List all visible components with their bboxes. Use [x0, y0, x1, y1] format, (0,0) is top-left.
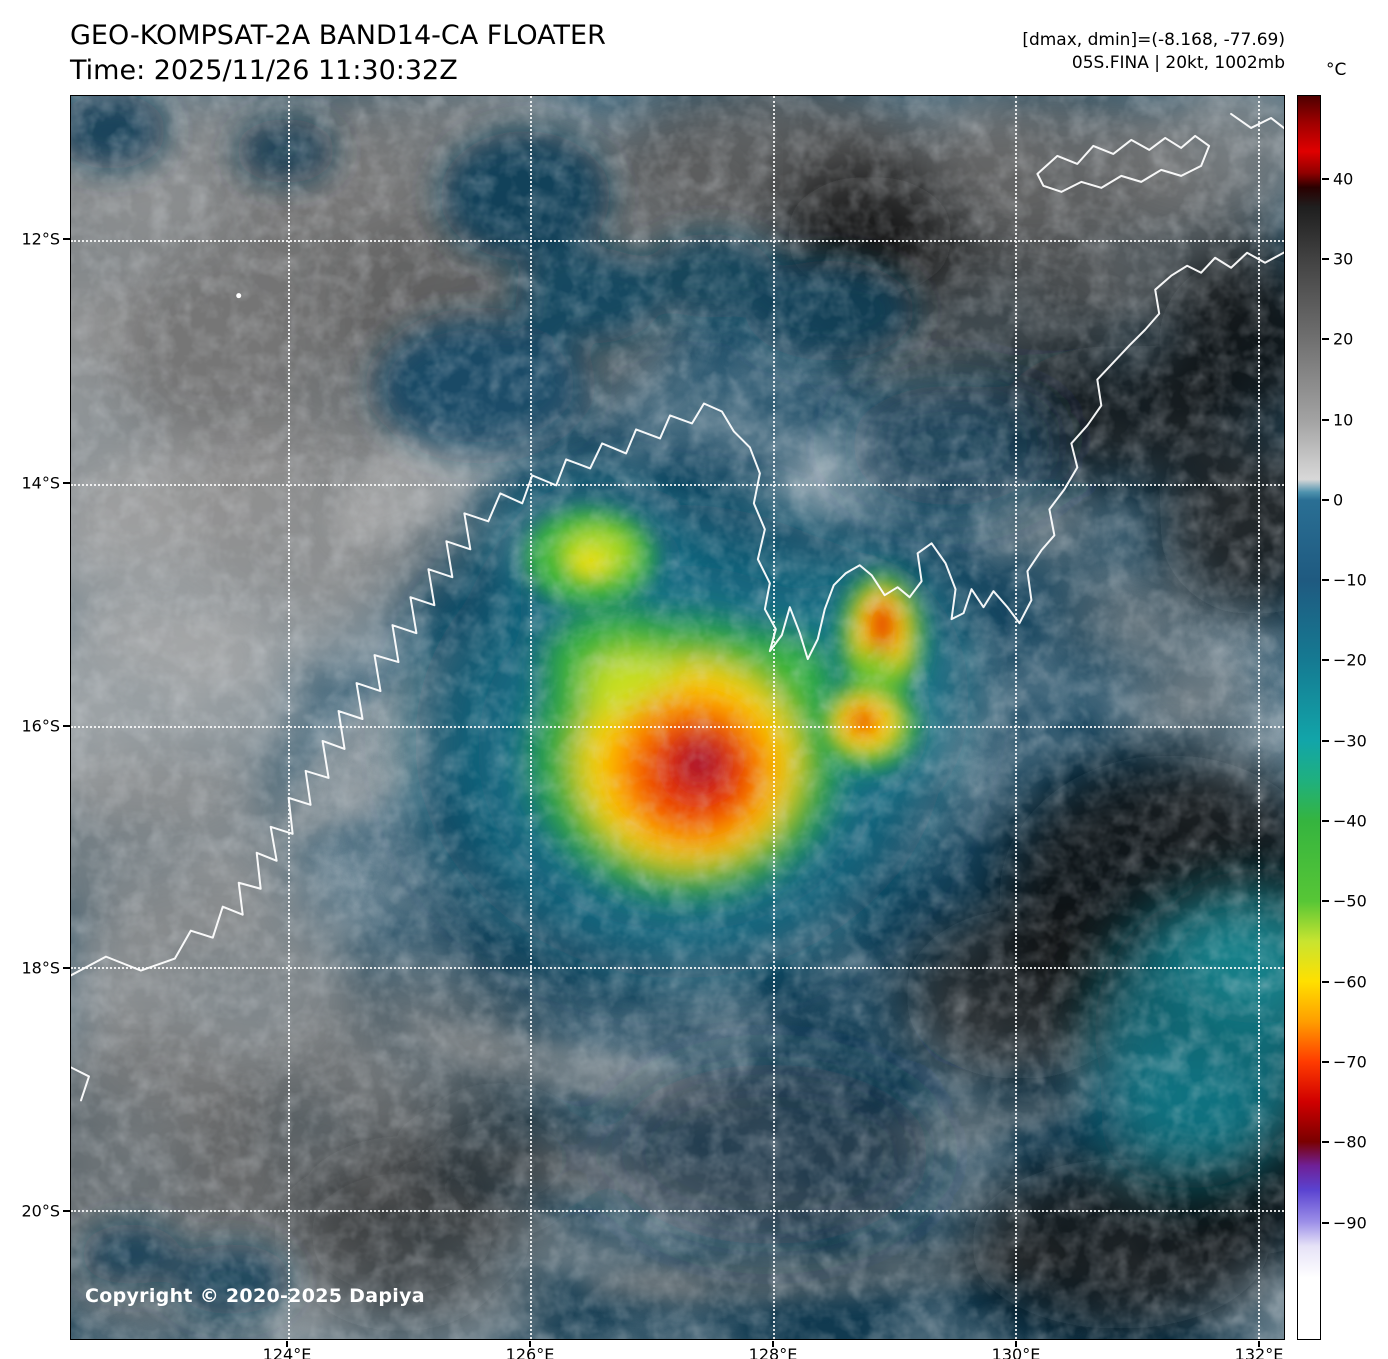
lon-tick-label: 130°E	[991, 1345, 1041, 1359]
lat-tick-label: 20°S	[21, 1201, 60, 1221]
dmax-dmin-annotation: [dmax, dmin]=(-8.168, -77.69)	[1022, 30, 1285, 50]
colorbar-tick-mark	[1322, 498, 1329, 501]
lat-tick-label: 18°S	[21, 958, 60, 978]
lon-tick-mark	[1014, 1341, 1017, 1347]
colorbar-tick-label: −60	[1333, 972, 1367, 992]
colorbar-tick-label: −70	[1333, 1052, 1367, 1072]
colorbar-tick-label: 40	[1333, 169, 1354, 189]
coastline-islands	[1036, 134, 1211, 193]
lon-gridline	[772, 96, 775, 1339]
colorbar-tick-label: 20	[1333, 329, 1354, 349]
lat-gridline	[71, 967, 1284, 970]
colorbar-tick-mark	[1322, 659, 1329, 662]
colorbar-tick-label: 0	[1333, 490, 1344, 510]
timestamp-line: Time: 2025/11/26 11:30:32Z	[70, 55, 458, 86]
colorbar-tick-mark	[1322, 338, 1329, 341]
lat-tick-label: 12°S	[21, 229, 60, 249]
lon-tick-mark	[1257, 1341, 1260, 1347]
colorbar-tick-mark	[1322, 1141, 1329, 1144]
colorbar-tick-label: −90	[1333, 1213, 1367, 1233]
coastline-leftedge	[71, 1066, 90, 1102]
colorbar-tick-label: 30	[1333, 249, 1354, 269]
colorbar-tick-mark	[1322, 177, 1329, 180]
colorbar-tick-label: −50	[1333, 891, 1367, 911]
lon-gridline	[1015, 96, 1018, 1339]
lon-tick-mark	[528, 1341, 531, 1347]
colorbar-tick-mark	[1322, 1221, 1329, 1224]
lat-tick-mark	[63, 482, 70, 485]
lat-tick-label: 16°S	[21, 716, 60, 736]
small-marker-dot	[236, 293, 242, 299]
lat-tick-mark	[63, 966, 70, 969]
colorbar-tick-mark	[1322, 900, 1329, 903]
lon-gridline	[287, 96, 290, 1339]
lon-tick-mark	[771, 1341, 774, 1347]
lat-tick-label: 14°S	[21, 473, 60, 493]
lon-gridline	[530, 96, 533, 1339]
lat-tick-mark	[63, 1209, 70, 1212]
coastline-topright	[1230, 112, 1284, 130]
lon-tick-label: 124°E	[262, 1345, 312, 1359]
coastline-kimberley	[71, 251, 1284, 977]
colorbar-tick-mark	[1322, 257, 1329, 260]
map-plot: Copyright © 2020-2025 Dapiya	[70, 95, 1285, 1340]
colorbar-tick-label: 10	[1333, 410, 1354, 429]
lat-gridline	[71, 240, 1284, 243]
colorbar-tick-label: −20	[1333, 650, 1367, 670]
colorbar-tick-mark	[1322, 579, 1329, 582]
colorbar-tick-mark	[1322, 1061, 1329, 1064]
lat-gridline	[71, 726, 1284, 729]
colorbar-tick-label: −30	[1333, 731, 1367, 751]
lat-tick-mark	[63, 238, 70, 241]
storm-annotation: 05S.FINA | 20kt, 1002mb	[1071, 53, 1285, 73]
lat-gridline	[71, 483, 1284, 486]
lon-tick-label: 128°E	[748, 1345, 798, 1359]
lon-tick-label: 126°E	[505, 1345, 555, 1359]
page-title: GEO-KOMPSAT-2A BAND14-CA FLOATER	[70, 20, 606, 51]
lon-tick-label: 132°E	[1234, 1345, 1284, 1359]
lon-gridline	[1258, 96, 1261, 1339]
lat-tick-mark	[63, 725, 70, 728]
coastlines	[71, 112, 1284, 1102]
colorbar-tick-label: −40	[1333, 811, 1367, 831]
lat-gridline	[71, 1209, 1284, 1212]
colorbar-unit-label: °C	[1326, 60, 1347, 80]
colorbar-tick-label: −10	[1333, 570, 1367, 590]
colorbar-tick-mark	[1322, 980, 1329, 983]
colorbar	[1297, 95, 1321, 1340]
colorbar-tick-label: −80	[1333, 1132, 1367, 1152]
cloud-texture-fine	[71, 96, 1284, 1339]
lon-tick-mark	[285, 1341, 288, 1347]
copyright-text: Copyright © 2020-2025 Dapiya	[85, 1285, 425, 1307]
colorbar-tick-mark	[1322, 739, 1329, 742]
colorbar-tick-mark	[1322, 820, 1329, 823]
colorbar-tick-mark	[1322, 418, 1329, 421]
satellite-scene	[71, 96, 1284, 1339]
